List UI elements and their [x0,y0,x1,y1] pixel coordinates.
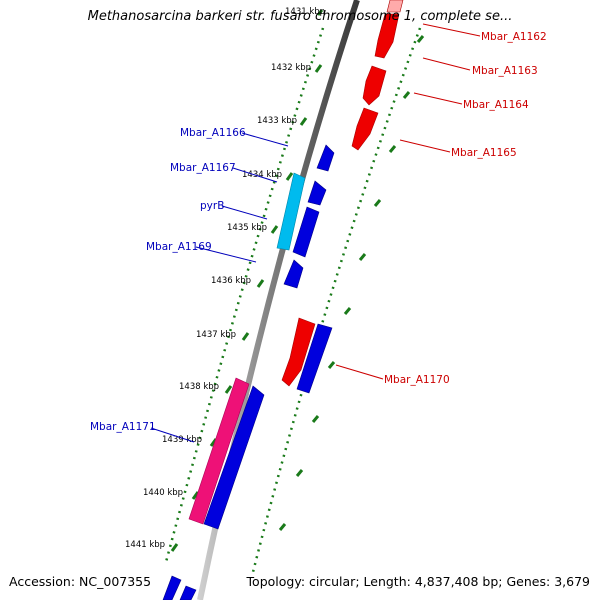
leader-line [241,132,289,147]
gene-arrow-mbar-a1169 [283,259,304,289]
tick-mark [373,199,382,207]
topology-label: Topology: [246,574,306,589]
tick-mark [343,307,352,315]
gene-label-mbar-a1166: Mbar_A1166 [180,127,246,139]
topology-value: circular [309,574,356,589]
tick-mark [358,253,367,261]
leader-line [422,57,471,71]
tick-label: 1439 kbp [162,435,202,445]
tick-mark [416,35,425,43]
gene-arrow-mbar-a1170 [281,317,316,387]
gene-label-mbar-a1162: Mbar_A1162 [481,31,547,43]
gene-arrow-bottom-2 [179,585,197,600]
accession-info: Accession: NC_007355 [9,574,151,589]
accession-value: NC_007355 [79,574,152,589]
leader-line [335,364,384,380]
tick-marks [170,9,425,552]
tick-mark [170,543,179,552]
tick-label: 1434 kbp [242,170,282,180]
tick-mark [388,145,397,153]
gene-label-mbar-a1164: Mbar_A1164 [463,99,529,111]
gene-arrow-mbar-a1170-pair [296,323,333,394]
gene-arrow-mbar-a1162 [374,13,400,59]
gene-arrow-mbar-a1167 [307,180,327,206]
gene-arrow-mbar-a1163 [362,65,387,106]
tick-label: 1431 kbp [285,7,325,17]
tick-mark [191,491,200,500]
tick-label: 1437 kbp [196,330,236,340]
tick-label: 1433 kbp [257,116,297,126]
tick-label: 1438 kbp [179,382,219,392]
accession-label: Accession: [9,574,76,589]
leader-line [413,92,463,105]
genes-value: 3,679 [554,574,590,589]
tick-mark [241,332,250,341]
gene-arrow-mbar-a1164 [351,107,379,151]
map-title: Methanosarcina barkeri str. fusaro chrom… [87,9,513,24]
tick-mark [278,523,287,531]
gene-arrow-pyrB-pair [292,206,320,258]
gene-label-mbar-a1165: Mbar_A1165 [451,147,517,159]
gene-arrow-bottom [162,575,182,600]
gene-label-mbar-a1163: Mbar_A1163 [472,65,538,77]
tick-mark [285,172,294,181]
gene-arrow-highlight [188,377,250,525]
leader-line [221,205,268,220]
gene-arrow-mbar-a1166 [316,144,335,172]
tick-mark [314,64,323,73]
gene-arrow-mbar-a1171 [203,385,265,530]
tick-mark [311,415,320,423]
tick-mark [270,225,279,234]
gene-label-mbar-a1171: Mbar_A1171 [90,421,156,433]
tick-mark [295,469,304,477]
tick-mark [327,361,336,369]
leader-line [232,167,278,183]
leader-line [399,139,451,153]
length-value: 4,837,408 bp [414,574,499,589]
length-label: Length: [363,574,411,589]
leader-line [195,246,257,263]
leader-line [422,23,481,37]
tick-label: 1432 kbp [271,63,311,73]
genes-label: Genes: [506,574,551,589]
tick-mark [402,91,411,99]
tick-mark [256,279,265,288]
gene-arrow-pyrB [276,172,306,251]
tick-mark [316,9,324,16]
tick-mark [224,385,233,394]
tick-label: 1440 kbp [143,488,183,498]
tick-mark [299,117,308,126]
gene-label-mbar-a1170: Mbar_A1170 [384,374,450,386]
genome-summary: Topology: circular; Length: 4,837,408 bp… [246,574,590,589]
gene-arrow-mbar-a1162-top [386,0,404,13]
gene-label-pyrB: pyrB [200,200,224,212]
tick-label: 1435 kbp [227,223,267,233]
leader-line [150,427,195,443]
tick-label: 1436 kbp [211,276,251,286]
outer-dotted-track [250,27,422,577]
inner-dotted-track [164,27,325,563]
gene-label-mbar-a1167: Mbar_A1167 [170,162,236,174]
tick-label: 1441 kbp [125,540,165,550]
gene-label-mbar-a1169: Mbar_A1169 [146,241,212,253]
